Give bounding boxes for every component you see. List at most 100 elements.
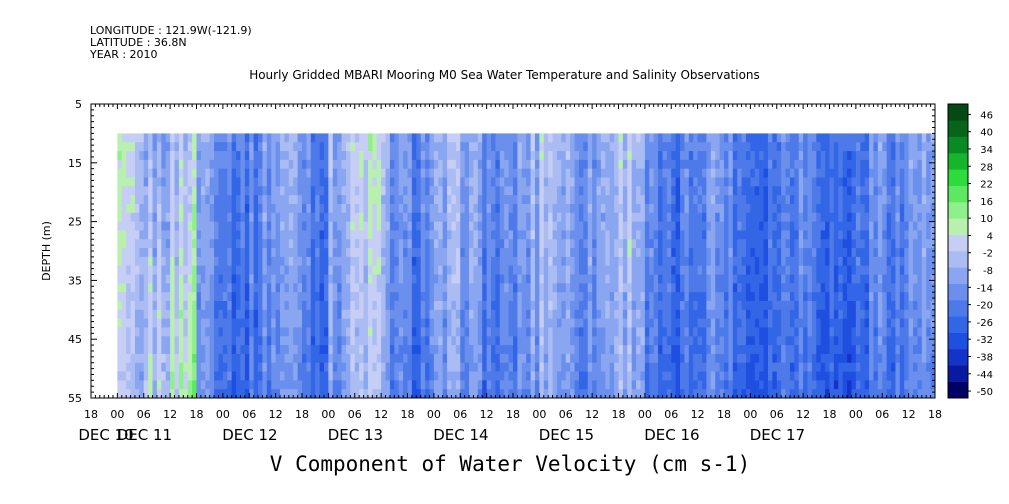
heatmap-cell	[271, 221, 277, 231]
heatmap-cell	[187, 265, 193, 275]
heatmap-cell	[504, 142, 510, 152]
heatmap-cell	[231, 248, 237, 258]
heatmap-cell	[587, 151, 593, 161]
heatmap-cell	[306, 318, 312, 328]
heatmap-cell	[750, 380, 756, 390]
heatmap-cell	[631, 380, 637, 390]
heatmap-cell	[222, 380, 228, 390]
heatmap-cell	[411, 221, 417, 231]
heatmap-cell	[262, 362, 268, 372]
heatmap-cell	[829, 389, 835, 399]
heatmap-cell	[556, 256, 562, 267]
heatmap-cell	[842, 309, 848, 320]
heatmap-cell	[702, 203, 707, 214]
heatmap-cell	[156, 133, 162, 143]
heatmap-cell	[143, 230, 149, 240]
heatmap-cell	[447, 195, 452, 205]
heatmap-cell	[614, 300, 619, 311]
heatmap-cell	[842, 345, 848, 355]
heatmap-cell	[117, 248, 123, 258]
heatmap-cell	[178, 265, 184, 275]
heatmap-cell	[658, 195, 663, 205]
heatmap-cell	[728, 336, 734, 346]
heatmap-cell	[367, 292, 373, 302]
heatmap-cell	[244, 283, 250, 293]
heatmap-cell	[139, 318, 145, 328]
heatmap-cell	[622, 151, 628, 161]
heatmap-cell	[499, 327, 505, 337]
heatmap-cell	[499, 203, 505, 214]
heatmap-cell	[811, 212, 817, 222]
heatmap-cell	[178, 186, 184, 196]
heatmap-cell	[754, 195, 760, 205]
heatmap-cell	[328, 221, 334, 231]
heatmap-cell	[310, 292, 316, 302]
heatmap-cell	[200, 274, 206, 284]
heatmap-cell	[240, 221, 246, 231]
heatmap-cell	[341, 212, 347, 222]
heatmap-cell	[130, 212, 136, 222]
heatmap-cell	[811, 195, 817, 205]
heatmap-cell	[411, 371, 417, 381]
heatmap-cell	[772, 265, 778, 275]
heatmap-cell	[297, 345, 303, 355]
heatmap-cell	[315, 177, 320, 187]
heatmap-cell	[491, 274, 496, 284]
heatmap-cell	[789, 221, 795, 231]
heatmap-cell	[214, 353, 219, 364]
heatmap-cell	[671, 133, 677, 143]
heatmap-cell	[284, 265, 290, 275]
heatmap-cell	[798, 300, 804, 311]
heatmap-cell	[719, 142, 725, 152]
heatmap-cell	[345, 274, 351, 284]
heatmap-cell	[139, 133, 145, 143]
heatmap-cell	[842, 283, 848, 293]
heatmap-cell	[803, 230, 808, 240]
heatmap-cell	[737, 265, 742, 275]
heatmap-cell	[227, 345, 233, 355]
heatmap-cell	[631, 133, 637, 143]
heatmap-cell	[710, 248, 716, 258]
heatmap-cell	[710, 203, 716, 214]
heatmap-cell	[244, 292, 250, 302]
heatmap-cell	[811, 362, 817, 372]
heatmap-cell	[653, 256, 659, 267]
heatmap-cell	[693, 159, 699, 170]
heatmap-cell	[600, 133, 606, 143]
heatmap-cell	[715, 389, 721, 399]
heatmap-cell	[249, 309, 255, 320]
heatmap-cell	[671, 336, 677, 346]
heatmap-cell	[724, 239, 729, 249]
heatmap-cell	[552, 151, 558, 161]
heatmap-cell	[425, 248, 430, 258]
heatmap-cell	[724, 345, 729, 355]
heatmap-cell	[477, 203, 483, 214]
heatmap-cell	[117, 168, 123, 178]
heatmap-cell	[662, 283, 668, 293]
heatmap-cell	[807, 265, 813, 275]
heatmap-cell	[583, 239, 589, 249]
heatmap-cell	[218, 159, 224, 170]
heatmap-cell	[126, 362, 131, 372]
heatmap-cell	[644, 203, 650, 214]
heatmap-cell	[570, 380, 575, 390]
heatmap-cell	[807, 195, 813, 205]
heatmap-cell	[187, 353, 193, 364]
heatmap-cell	[271, 283, 277, 293]
heatmap-cell	[838, 353, 844, 364]
heatmap-cell	[328, 256, 334, 267]
heatmap-cell	[842, 371, 848, 381]
heatmap-cell	[578, 274, 584, 284]
heatmap-cell	[772, 177, 778, 187]
heatmap-cell	[499, 300, 505, 311]
heatmap-cell	[534, 265, 540, 275]
heatmap-cell	[394, 203, 400, 214]
heatmap-cell	[464, 195, 470, 205]
heatmap-cell	[671, 203, 677, 214]
heatmap-cell	[117, 362, 123, 372]
heatmap-cell	[117, 371, 123, 381]
heatmap-cell	[429, 177, 435, 187]
heatmap-cell	[693, 177, 699, 187]
heatmap-cell	[803, 248, 808, 258]
heatmap-cell	[491, 168, 496, 178]
